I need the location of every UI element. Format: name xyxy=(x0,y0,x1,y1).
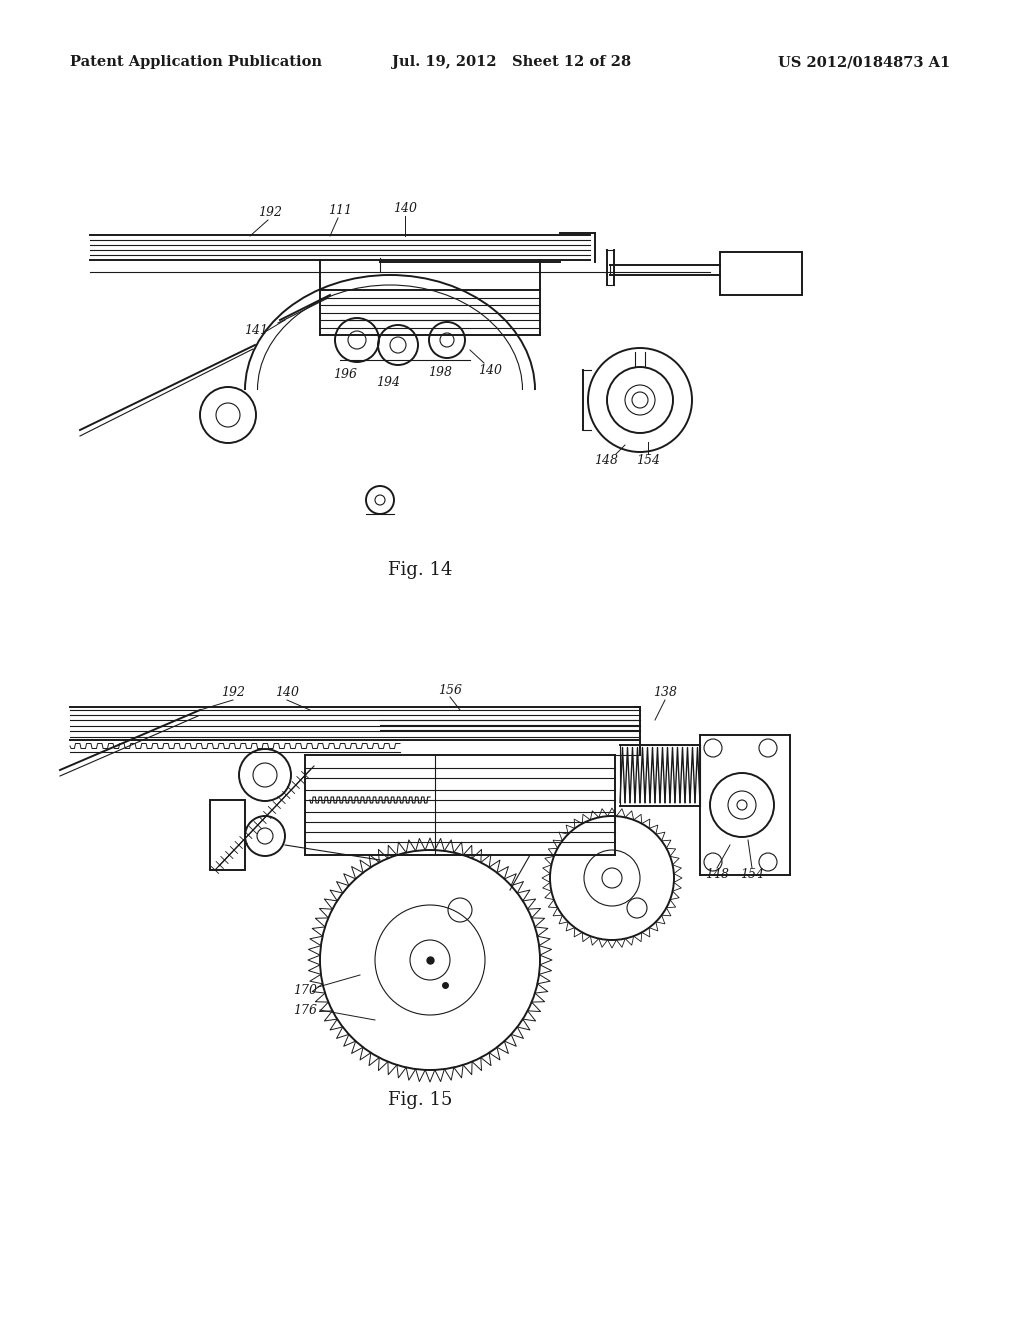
Text: 198: 198 xyxy=(428,367,452,380)
Text: 141: 141 xyxy=(244,323,268,337)
Text: Fig. 14: Fig. 14 xyxy=(388,561,453,579)
Text: 192: 192 xyxy=(221,686,245,700)
Text: 148: 148 xyxy=(705,869,729,882)
Bar xyxy=(720,252,802,294)
Text: 170: 170 xyxy=(293,983,317,997)
Text: 140: 140 xyxy=(478,363,502,376)
Text: Patent Application Publication: Patent Application Publication xyxy=(70,55,322,69)
Text: 176: 176 xyxy=(293,1003,317,1016)
Text: 194: 194 xyxy=(376,375,400,388)
Text: 192: 192 xyxy=(258,206,282,219)
Text: Jul. 19, 2012   Sheet 12 of 28: Jul. 19, 2012 Sheet 12 of 28 xyxy=(392,55,632,69)
Text: 140: 140 xyxy=(393,202,417,214)
Text: 156: 156 xyxy=(438,684,462,697)
Text: 140: 140 xyxy=(275,686,299,700)
Text: US 2012/0184873 A1: US 2012/0184873 A1 xyxy=(778,55,950,69)
Text: 111: 111 xyxy=(328,203,352,216)
Text: 138: 138 xyxy=(653,686,677,700)
Text: 148: 148 xyxy=(594,454,618,466)
Text: Fig. 15: Fig. 15 xyxy=(388,1092,453,1109)
Text: 154: 154 xyxy=(740,869,764,882)
Text: 196: 196 xyxy=(333,368,357,381)
Text: 154: 154 xyxy=(636,454,660,466)
